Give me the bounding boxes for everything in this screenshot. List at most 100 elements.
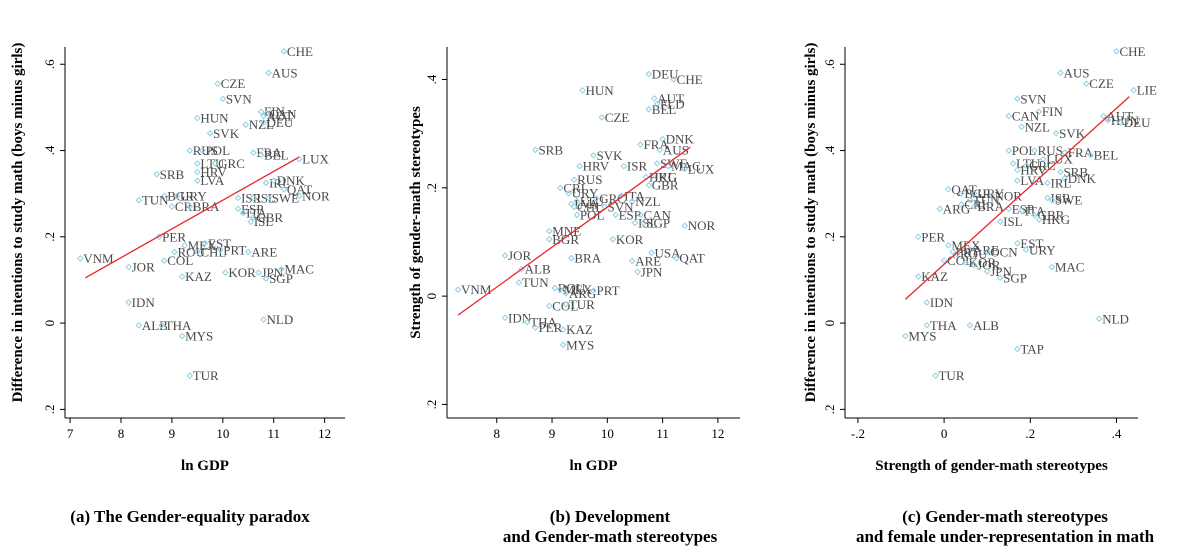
point-marker	[592, 195, 600, 202]
point-marker	[568, 200, 575, 208]
point-marker	[1014, 166, 1021, 174]
point-label: SRB	[538, 142, 563, 157]
y-tick-label: .6	[42, 59, 57, 69]
point-marker	[1022, 246, 1030, 254]
point-label: LVA	[200, 173, 224, 188]
point-marker	[628, 257, 636, 265]
point-label: HRV	[583, 159, 610, 174]
point-marker	[573, 211, 581, 219]
point-label: BRA	[193, 199, 220, 214]
point-marker	[923, 321, 931, 329]
point-label: MEX	[563, 282, 593, 297]
point-label: ARE	[635, 253, 661, 268]
point-marker	[194, 177, 201, 185]
point-label: FRA	[643, 137, 669, 152]
caption-c: (c) Gender-math stereotypes and female u…	[820, 507, 1190, 547]
point-marker	[155, 233, 163, 241]
point-marker	[573, 198, 581, 205]
point-marker	[996, 218, 1004, 226]
point-label: MAC	[1055, 260, 1085, 275]
point-label: MAC	[671, 159, 701, 174]
point-label: SRB	[1063, 165, 1088, 180]
point-marker	[532, 324, 539, 331]
x-axis-title: Strength of gender-math stereotypes	[875, 458, 1108, 474]
point-label: TUR	[938, 368, 964, 383]
point-label: ROU	[177, 244, 205, 259]
point-marker	[568, 254, 575, 262]
point-label: SWE	[272, 190, 300, 205]
point-marker	[1014, 177, 1021, 185]
x-tick-label: 8	[118, 426, 125, 441]
point-label: CHE	[1119, 44, 1145, 59]
point-label: NZL	[249, 117, 274, 132]
point-label: VNM	[83, 251, 114, 266]
point-marker	[659, 135, 666, 143]
point-label: ALB	[142, 318, 168, 333]
panel-b: .2 0 .2 .4 8 9 10 11 12 Strength of gender-math s…	[408, 47, 740, 474]
point-label: PRT	[223, 242, 246, 257]
point-marker	[570, 176, 578, 184]
point-marker	[653, 160, 661, 167]
point-label: BEL	[264, 147, 289, 162]
point-marker	[634, 268, 642, 276]
point-label: RUS	[577, 172, 602, 187]
point-label: NLD	[267, 312, 294, 327]
point-label: CZE	[221, 76, 246, 91]
point-marker	[545, 227, 553, 235]
point-label: HRV	[1020, 162, 1047, 177]
point-label: SVK	[1059, 126, 1086, 141]
point-marker	[670, 76, 677, 83]
point-marker	[953, 250, 961, 258]
x-tick-label: 9	[549, 426, 556, 441]
point-label: FIN	[1042, 104, 1064, 119]
point-label: TUR	[193, 368, 219, 383]
x-axis-title: ln GDP	[181, 458, 229, 474]
point-label: DEU	[652, 67, 679, 82]
point-label: BGR	[552, 232, 579, 247]
point-label: QAT	[287, 182, 312, 197]
point-label: ARE	[251, 244, 277, 259]
point-marker	[523, 318, 531, 326]
x-tick-label: 9	[169, 426, 176, 441]
point-marker	[923, 299, 931, 306]
point-label: ITA	[624, 188, 645, 203]
y-tick-label: 0	[424, 293, 439, 300]
point-label: SRB	[160, 167, 185, 182]
point-marker	[1005, 147, 1013, 154]
point-marker	[1130, 86, 1137, 94]
point-label: RUS	[1038, 143, 1063, 158]
y-tick-label: .4	[424, 74, 439, 84]
point-label: FRA	[1068, 145, 1094, 160]
point-marker	[178, 332, 186, 340]
point-label: TUN	[973, 193, 1000, 208]
point-marker	[262, 275, 270, 282]
point-marker	[656, 146, 664, 154]
point-label: MYS	[566, 337, 594, 352]
point-label: IDN	[930, 295, 954, 310]
point-label: BGR	[964, 186, 991, 201]
point-marker	[996, 274, 1004, 282]
point-marker	[270, 177, 278, 185]
point-marker	[565, 189, 572, 197]
point-label: SVN	[608, 199, 635, 214]
point-marker	[970, 203, 978, 210]
point-marker	[966, 321, 974, 329]
point-marker	[562, 300, 570, 308]
point-marker	[262, 110, 270, 118]
point-marker	[673, 254, 680, 262]
point-label: LUX	[688, 161, 715, 176]
point-label: CAN	[1012, 109, 1040, 124]
point-marker	[1014, 95, 1021, 103]
point-label: COL	[167, 253, 193, 268]
point-marker	[501, 252, 509, 259]
point-marker	[617, 192, 625, 200]
point-label: LUX	[302, 152, 329, 167]
point-marker	[239, 209, 247, 217]
point-label: MAC	[284, 262, 314, 277]
x-tick-label: -.2	[851, 426, 865, 441]
point-marker	[257, 151, 265, 159]
point-marker	[280, 48, 288, 55]
point-label: MEX	[951, 238, 981, 253]
point-label: PER	[538, 320, 562, 335]
